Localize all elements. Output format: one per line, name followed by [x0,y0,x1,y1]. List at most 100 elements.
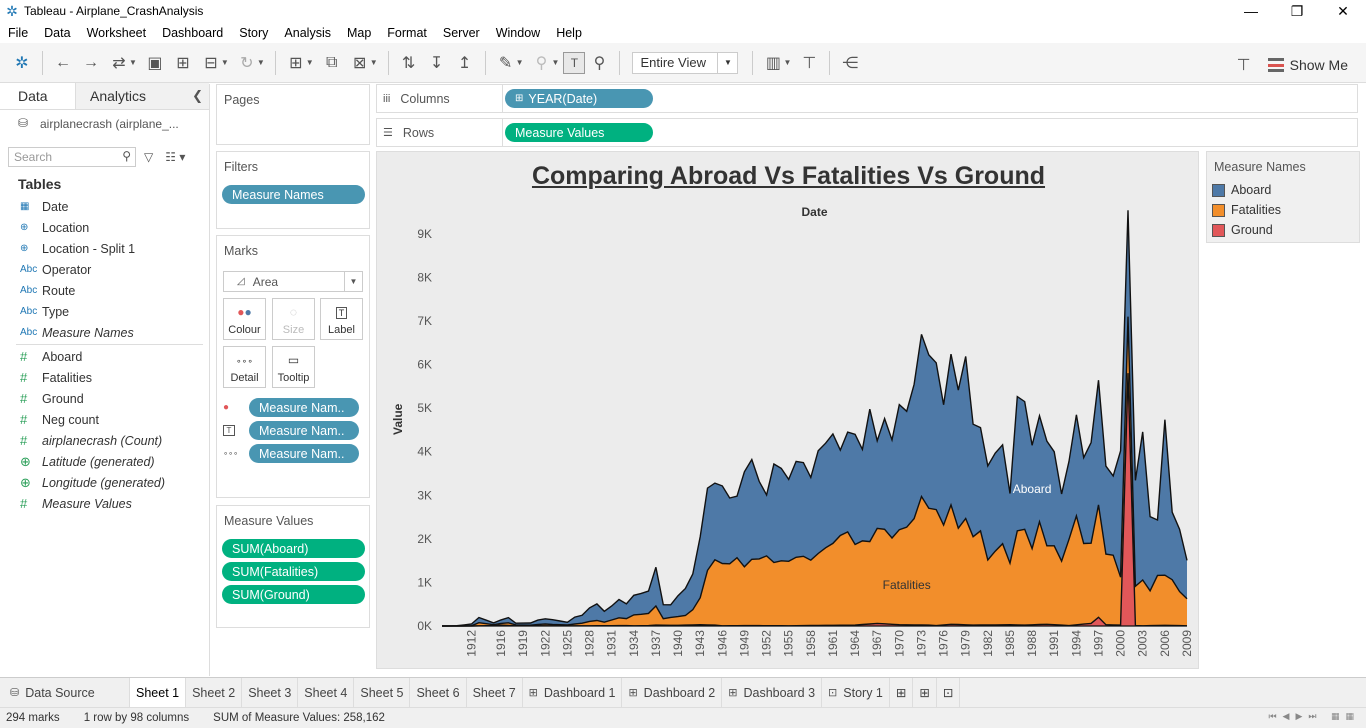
field-item[interactable]: Abc Route [0,280,209,301]
field-item[interactable]: # Fatalities [0,367,209,388]
menu-format[interactable]: Format [387,25,427,40]
filters-card[interactable]: Filters Measure Names [216,151,370,229]
menu-analysis[interactable]: Analysis [284,25,331,40]
area-chart[interactable]: 0K 1K 2K 3K 4K 5K 6K 7K 8K 9K 1912 1916 1919 1922 1925… [377,152,1200,670]
field-item[interactable]: # Neg count [0,409,209,430]
format-painter-icon[interactable]: ⊤ [1236,57,1251,74]
minimize-button[interactable]: — [1244,3,1258,19]
sheet-tab-sheet-1[interactable]: Sheet 1 [130,677,187,708]
sheet-tab-sheet-7[interactable]: Sheet 7 [467,677,523,708]
tab-data[interactable]: Data [0,83,76,109]
detail-button[interactable]: ∘∘∘ Detail [223,346,266,388]
duplicate-sheet-icon[interactable]: ⧉ [325,53,338,71]
tab-analytics[interactable]: Analytics [76,83,209,109]
fit-dropdown[interactable]: Entire View ▼ [632,51,739,74]
sheet-tab-sheet-3[interactable]: Sheet 3 [242,677,299,708]
datasource-item[interactable]: ⛁ airplanecrash (airplane_... [0,111,209,137]
new-dashboard-tab[interactable]: ⊞ [913,677,937,708]
field-item[interactable]: Abc Operator [0,259,209,280]
sheet-tab-dashboard-2[interactable]: ⊞ Dashboard 2 [622,677,723,708]
menu-window[interactable]: Window [495,25,541,40]
refresh-caret-icon[interactable]: ▼ [256,58,265,67]
tableau-start-icon[interactable]: ✲ [15,54,29,72]
field-item[interactable]: Abc Type [0,301,209,322]
field-item[interactable]: ▦ Date [0,196,209,217]
replay-caret-icon[interactable]: ▼ [129,58,137,67]
field-item[interactable]: ⊕ Latitude (generated) [0,451,209,472]
share-icon[interactable]: ⋲ [842,54,859,72]
view-options-icon[interactable]: ☷ ▾ [165,150,186,164]
field-item[interactable]: ⊕ Location - Split 1 [0,238,209,259]
menu-dashboard[interactable]: Dashboard [162,25,224,40]
sort-ascending-icon[interactable]: ↧ [429,54,444,72]
refresh-icon[interactable]: ↻ [240,54,254,72]
size-button[interactable]: ◌ Size [272,298,315,340]
clear-caret-icon[interactable]: ▼ [369,58,378,67]
sheet-tab-dashboard-3[interactable]: ⊞ Dashboard 3 [722,677,823,708]
menu-help[interactable]: Help [556,25,582,40]
group-icon[interactable]: ⚲ [535,54,548,72]
highlight-icon[interactable]: ✎ [498,54,513,72]
field-item[interactable]: # Aboard [0,346,209,367]
group-caret-icon[interactable]: ▼ [551,58,560,67]
filter-icon[interactable]: ▽ [144,150,154,164]
mark-type-dropdown[interactable]: ◿ Area ▼ [223,271,363,292]
measure-pill-ground[interactable]: SUM(Ground) [222,585,365,604]
highlight-caret-icon[interactable]: ▼ [515,58,524,67]
field-item[interactable]: ⊕ Location [0,217,209,238]
pause-updates-icon[interactable]: ⊟ [204,54,218,72]
pages-card[interactable]: Pages [216,84,370,145]
undo-icon[interactable]: ← [55,53,71,71]
sheet-tab-sheet-4[interactable]: Sheet 4 [298,677,355,708]
menu-worksheet[interactable]: Worksheet [86,25,147,40]
field-item[interactable]: # Measure Values [0,493,209,514]
new-worksheet-tab[interactable]: ⊞ [890,677,914,708]
mark-pill-label[interactable]: Measure Nam.. [249,421,359,440]
rows-pill-measure-values[interactable]: Measure Values [505,123,653,142]
sheet-tab-sheet-2[interactable]: Sheet 2 [186,677,243,708]
menu-data[interactable]: Data [44,25,71,40]
search-input[interactable]: Search ⚲ [8,147,136,167]
redo-icon[interactable]: → [83,53,99,71]
new-worksheet-icon[interactable]: ⊞ [289,54,303,72]
replay-icon[interactable]: ⇄ [112,54,126,72]
sort-descending-icon[interactable]: ↥ [457,54,472,72]
save-icon[interactable]: ▣ [147,54,163,72]
mark-pill-detail[interactable]: Measure Nam.. [249,444,359,463]
new-story-tab[interactable]: ⊡ [937,677,961,708]
menu-server[interactable]: Server [442,25,480,40]
field-item[interactable]: ⊕ Longitude (generated) [0,472,209,493]
legend-item-ground[interactable]: Ground [1207,220,1359,240]
show-me-button[interactable]: ⊤ Show Me [1230,51,1348,79]
sheet-tab-dashboard-1[interactable]: ⊞ Dashboard 1 [523,677,623,708]
columns-shelf[interactable]: iii Columns ⊞ YEAR(Date) [376,84,1358,113]
measure-pill-fatalities[interactable]: SUM(Fatalities) [222,562,365,581]
show-labels-icon[interactable]: T [563,51,586,74]
filter-pill-measure-names[interactable]: Measure Names [222,185,365,204]
close-button[interactable]: ✕ [1337,2,1349,19]
presentation-mode-icon[interactable]: ⊤ [802,54,817,72]
menu-map[interactable]: Map [346,25,372,40]
new-sheet-caret-icon[interactable]: ▼ [305,58,314,67]
viz-area[interactable]: Comparing Abroad Vs Fatalities Vs Ground… [376,151,1199,669]
sheet-tab-sheet-6[interactable]: Sheet 6 [410,677,467,708]
measure-pill-aboard[interactable]: SUM(Aboard) [222,539,365,558]
colour-button[interactable]: ●● Colour [223,298,266,340]
data-source-tab[interactable]: ⛁ Data Source [0,677,130,708]
swap-rows-columns-icon[interactable]: ⇅ [401,54,416,72]
legend-item-fatalities[interactable]: Fatalities [1207,200,1359,220]
label-button[interactable]: T Label [320,298,363,340]
sheet-tab-story-1[interactable]: ⊡ Story 1 [822,677,890,708]
rows-shelf[interactable]: ☰ Rows Measure Values [376,118,1358,147]
menu-story[interactable]: Story [239,25,269,40]
legend-item-aboard[interactable]: Aboard [1207,180,1359,200]
collapse-pane-icon[interactable]: ❮ [192,88,203,103]
restore-button[interactable]: ❐ [1290,2,1304,19]
field-item[interactable]: Abc Measure Names [0,322,209,343]
field-item[interactable]: # Ground [0,388,209,409]
clear-sheet-icon[interactable]: ⊠ [352,54,367,72]
show-cards-icon[interactable]: ▥ [765,54,782,72]
mark-pill-colour[interactable]: Measure Nam.. [249,398,359,417]
menu-file[interactable]: File [8,25,29,40]
columns-pill-year-date[interactable]: ⊞ YEAR(Date) [505,89,653,108]
